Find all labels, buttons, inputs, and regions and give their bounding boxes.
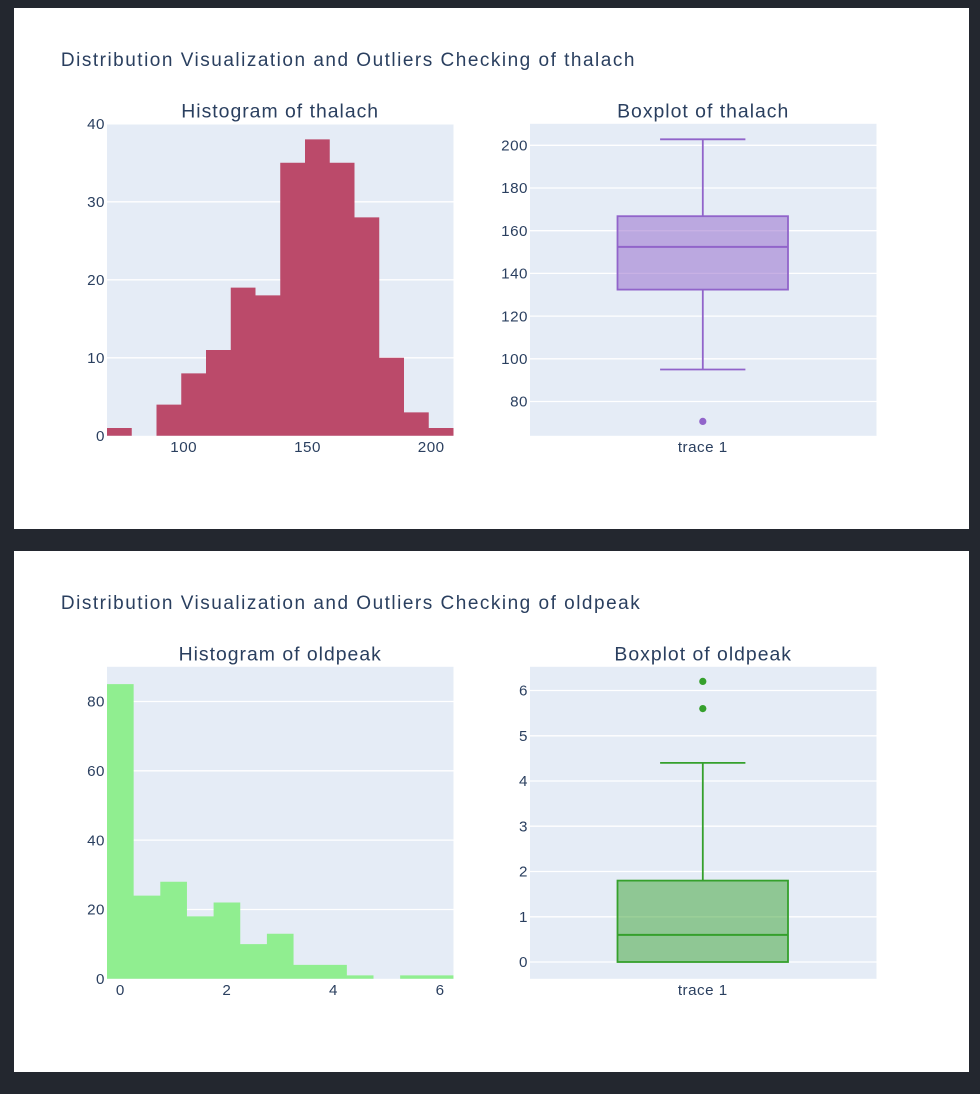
svg-text:100: 100 [501,351,528,368]
svg-text:Boxplot of thalach: Boxplot of thalach [617,101,789,123]
svg-text:80: 80 [87,694,105,711]
svg-text:5: 5 [519,728,528,745]
svg-text:Distribution Visualization and: Distribution Visualization and Outliers … [61,593,641,614]
svg-text:100: 100 [170,439,197,456]
svg-text:0: 0 [116,982,125,999]
svg-text:trace 1: trace 1 [678,439,728,456]
svg-text:0: 0 [96,428,105,445]
svg-text:Distribution Visualization and: Distribution Visualization and Outliers … [61,50,636,71]
svg-text:Histogram of thalach: Histogram of thalach [181,101,379,123]
svg-text:2: 2 [519,864,528,881]
svg-text:0: 0 [519,954,528,971]
svg-text:120: 120 [501,308,528,325]
svg-text:200: 200 [418,439,445,456]
svg-text:30: 30 [87,194,105,211]
svg-text:10: 10 [87,350,105,367]
svg-text:200: 200 [501,138,528,155]
svg-text:Boxplot of oldpeak: Boxplot of oldpeak [614,644,792,666]
svg-text:40: 40 [87,116,105,133]
svg-text:6: 6 [436,982,445,999]
svg-text:160: 160 [501,223,528,240]
svg-text:140: 140 [501,266,528,283]
svg-text:180: 180 [501,180,528,197]
svg-text:trace 1: trace 1 [678,982,728,999]
svg-text:6: 6 [519,683,528,700]
svg-text:1: 1 [519,909,528,926]
svg-text:4: 4 [519,773,528,790]
svg-text:2: 2 [222,982,231,999]
svg-text:20: 20 [87,272,105,289]
svg-text:4: 4 [329,982,338,999]
svg-text:20: 20 [87,902,105,919]
svg-text:0: 0 [96,971,105,988]
svg-text:Histogram of oldpeak: Histogram of oldpeak [179,644,382,666]
svg-text:80: 80 [510,394,528,411]
svg-text:150: 150 [294,439,321,456]
svg-text:60: 60 [87,763,105,780]
svg-text:40: 40 [87,832,105,849]
svg-text:3: 3 [519,818,528,835]
